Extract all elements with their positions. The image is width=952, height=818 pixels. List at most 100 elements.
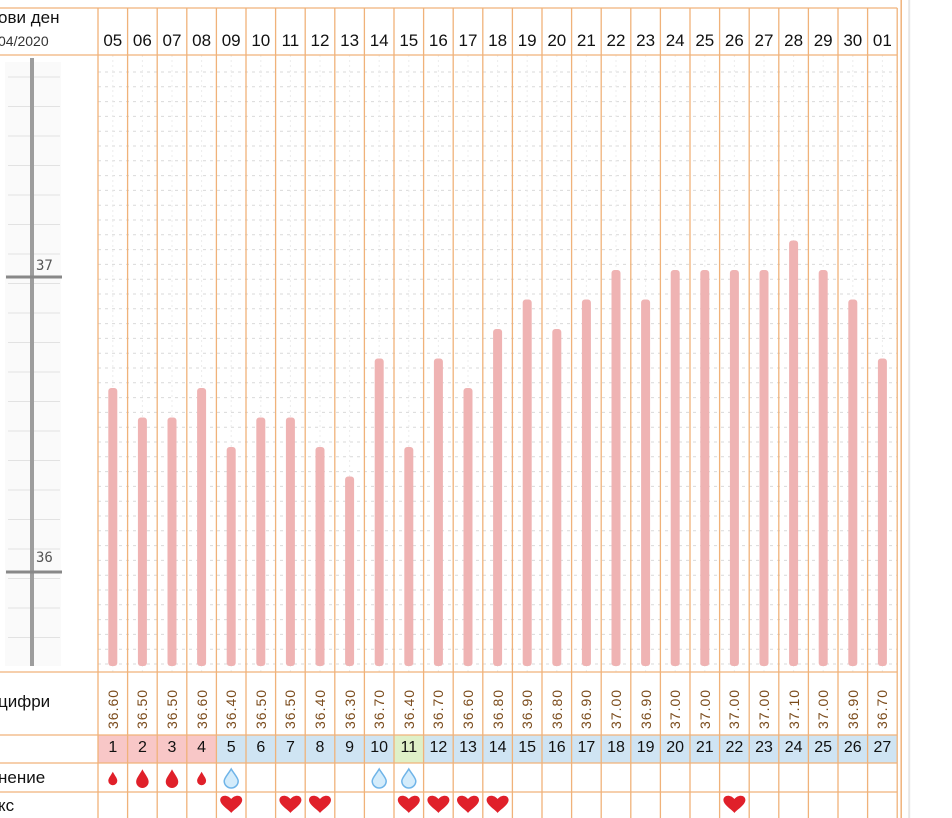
date-label: 19 [517, 31, 537, 50]
cycle-day-cell [719, 735, 750, 763]
date-label: 14 [369, 31, 389, 50]
cycle-day-number[interactable]: 27 [873, 739, 892, 756]
cycle-day-cell [838, 735, 868, 763]
cycle-day-cell [690, 735, 720, 763]
cycle-day-cell [98, 735, 128, 763]
heart-icon [427, 795, 450, 813]
cycle-day-cell [867, 735, 898, 763]
temperature-bar [818, 270, 828, 666]
date-label: 21 [576, 31, 596, 50]
heart-icon [457, 795, 479, 813]
date-label: 25 [695, 31, 715, 50]
heart-icon [279, 795, 302, 813]
date-label: 05 [103, 31, 123, 50]
cycle-day-number[interactable]: 19 [636, 739, 655, 756]
date-label: 17 [458, 31, 478, 50]
temperature-bar [522, 299, 532, 666]
temperature-value-label: 36.70 [874, 688, 891, 729]
temperature-bar [700, 270, 710, 666]
cycle-day-number[interactable]: 20 [666, 739, 685, 756]
cycle-day-number[interactable]: 9 [345, 739, 355, 756]
cycle-day-cell [216, 735, 246, 763]
cycle-day-cell [334, 735, 365, 763]
cycle-day-cell [157, 735, 187, 763]
cycle-day-number[interactable]: 5 [226, 739, 236, 756]
temperature-value-label: 36.40 [312, 688, 328, 729]
cycle-day-number[interactable]: 17 [577, 739, 596, 756]
temperature-value-label: 37.00 [726, 688, 743, 729]
temperature-value-label: 36.30 [341, 688, 358, 729]
temperature-value-label: 37.00 [667, 688, 684, 729]
cycle-day-number[interactable]: 15 [518, 739, 537, 756]
temperature-bar [345, 476, 355, 666]
temperature-value-label: 36.70 [371, 688, 388, 729]
temperature-value-label: 36.60 [460, 688, 476, 729]
cycle-day-number[interactable]: 2 [137, 739, 147, 756]
temperature-bar [108, 388, 118, 666]
cycle-day-number[interactable]: 13 [459, 739, 477, 756]
date-label: 13 [340, 31, 360, 50]
cycle-day-cell [778, 735, 809, 763]
row-label-sex: кс [0, 796, 15, 815]
cycle-day-number[interactable]: 23 [755, 739, 773, 756]
temperature-bar [759, 270, 769, 666]
cycle-day-number[interactable]: 16 [547, 739, 566, 756]
temperature-bar [877, 358, 887, 666]
cycle-day-number[interactable]: 3 [167, 739, 177, 756]
scale-label-37: 37 [36, 258, 53, 274]
temperature-value-label: 36.50 [134, 688, 151, 729]
cycle-day-cell [601, 735, 631, 763]
scale-label-36: 36 [36, 550, 53, 566]
cycle-day-number[interactable]: 11 [400, 739, 418, 756]
temperature-bar [285, 417, 295, 666]
cycle-day-number[interactable]: 7 [285, 739, 295, 756]
date-label: 22 [606, 31, 626, 50]
temperature-value-label: 37.00 [756, 688, 772, 729]
cycle-day-cell [630, 735, 661, 763]
cycle-day-number[interactable]: 6 [256, 739, 266, 756]
cycle-day-number[interactable]: 1 [108, 739, 118, 756]
cycle-day-cell [127, 735, 158, 763]
date-label: 23 [636, 31, 656, 50]
cycle-day-number[interactable]: 14 [488, 739, 507, 756]
cycle-day-number[interactable]: 10 [370, 739, 389, 756]
temperature-value-label: 36.50 [252, 688, 269, 729]
temperature-value-label: 36.90 [519, 688, 536, 729]
cycle-day-number[interactable]: 22 [725, 739, 744, 756]
cycle-day-number[interactable]: 12 [429, 739, 448, 756]
temperature-value-label: 37.00 [815, 688, 832, 729]
temperature-value-label: 36.50 [282, 688, 299, 729]
cycle-day-number[interactable]: 24 [784, 739, 803, 756]
cycle-day-number[interactable]: 21 [695, 739, 714, 756]
blood-drop-icon [197, 771, 207, 786]
temperature-value-label: 37.00 [608, 688, 624, 729]
temperature-value-label: 36.60 [104, 688, 121, 729]
temperature-value-label: 36.70 [430, 688, 447, 729]
cycle-day-number[interactable]: 8 [315, 739, 325, 756]
date-label: 12 [310, 31, 330, 50]
blood-drop-icon [108, 771, 118, 786]
date-label: 09 [221, 31, 241, 50]
temperature-bar [789, 240, 799, 666]
temperature-bar [611, 270, 621, 666]
temperature-value-label: 37.00 [696, 688, 713, 729]
cycle-day-cell [305, 735, 335, 763]
header-date: 04/2020 [0, 33, 49, 49]
temperature-bar [552, 329, 562, 666]
date-label: 27 [754, 31, 774, 50]
temperature-bar [315, 447, 325, 666]
cycle-day-number[interactable]: 26 [843, 739, 862, 756]
temperature-value-label: 36.80 [489, 688, 506, 729]
blood-drop-icon [165, 769, 179, 788]
temperature-bar [581, 299, 591, 666]
cycle-day-number[interactable]: 4 [197, 739, 207, 756]
heart-icon [309, 795, 331, 813]
cycle-day-cell [542, 735, 572, 763]
temperature-bar [493, 329, 503, 666]
date-label: 07 [162, 31, 182, 50]
cycle-day-number[interactable]: 18 [607, 739, 625, 756]
temperature-bar [137, 417, 147, 666]
cycle-day-number[interactable]: 25 [814, 739, 833, 756]
date-label: 10 [251, 31, 271, 50]
